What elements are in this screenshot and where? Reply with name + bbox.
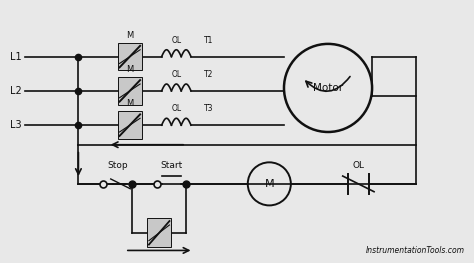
Text: OL: OL <box>352 161 365 170</box>
Bar <box>118 112 142 139</box>
Text: OL: OL <box>171 104 182 113</box>
Text: T1: T1 <box>204 36 213 45</box>
Bar <box>147 218 172 247</box>
Text: Start: Start <box>160 161 182 170</box>
Text: M: M <box>126 99 134 109</box>
Text: Motor: Motor <box>313 83 343 93</box>
Text: InstrumentationTools.com: InstrumentationTools.com <box>366 246 465 255</box>
Text: T2: T2 <box>204 70 213 79</box>
Text: L1: L1 <box>10 52 21 62</box>
Text: T3: T3 <box>204 104 213 113</box>
Text: OL: OL <box>171 36 182 45</box>
Text: OL: OL <box>171 70 182 79</box>
Bar <box>118 77 142 105</box>
Text: Stop: Stop <box>107 161 128 170</box>
Text: M: M <box>126 65 134 74</box>
Text: M: M <box>264 179 274 189</box>
Text: L3: L3 <box>10 120 21 130</box>
Text: M: M <box>126 31 134 40</box>
Text: L2: L2 <box>10 86 22 96</box>
Bar <box>118 43 142 70</box>
